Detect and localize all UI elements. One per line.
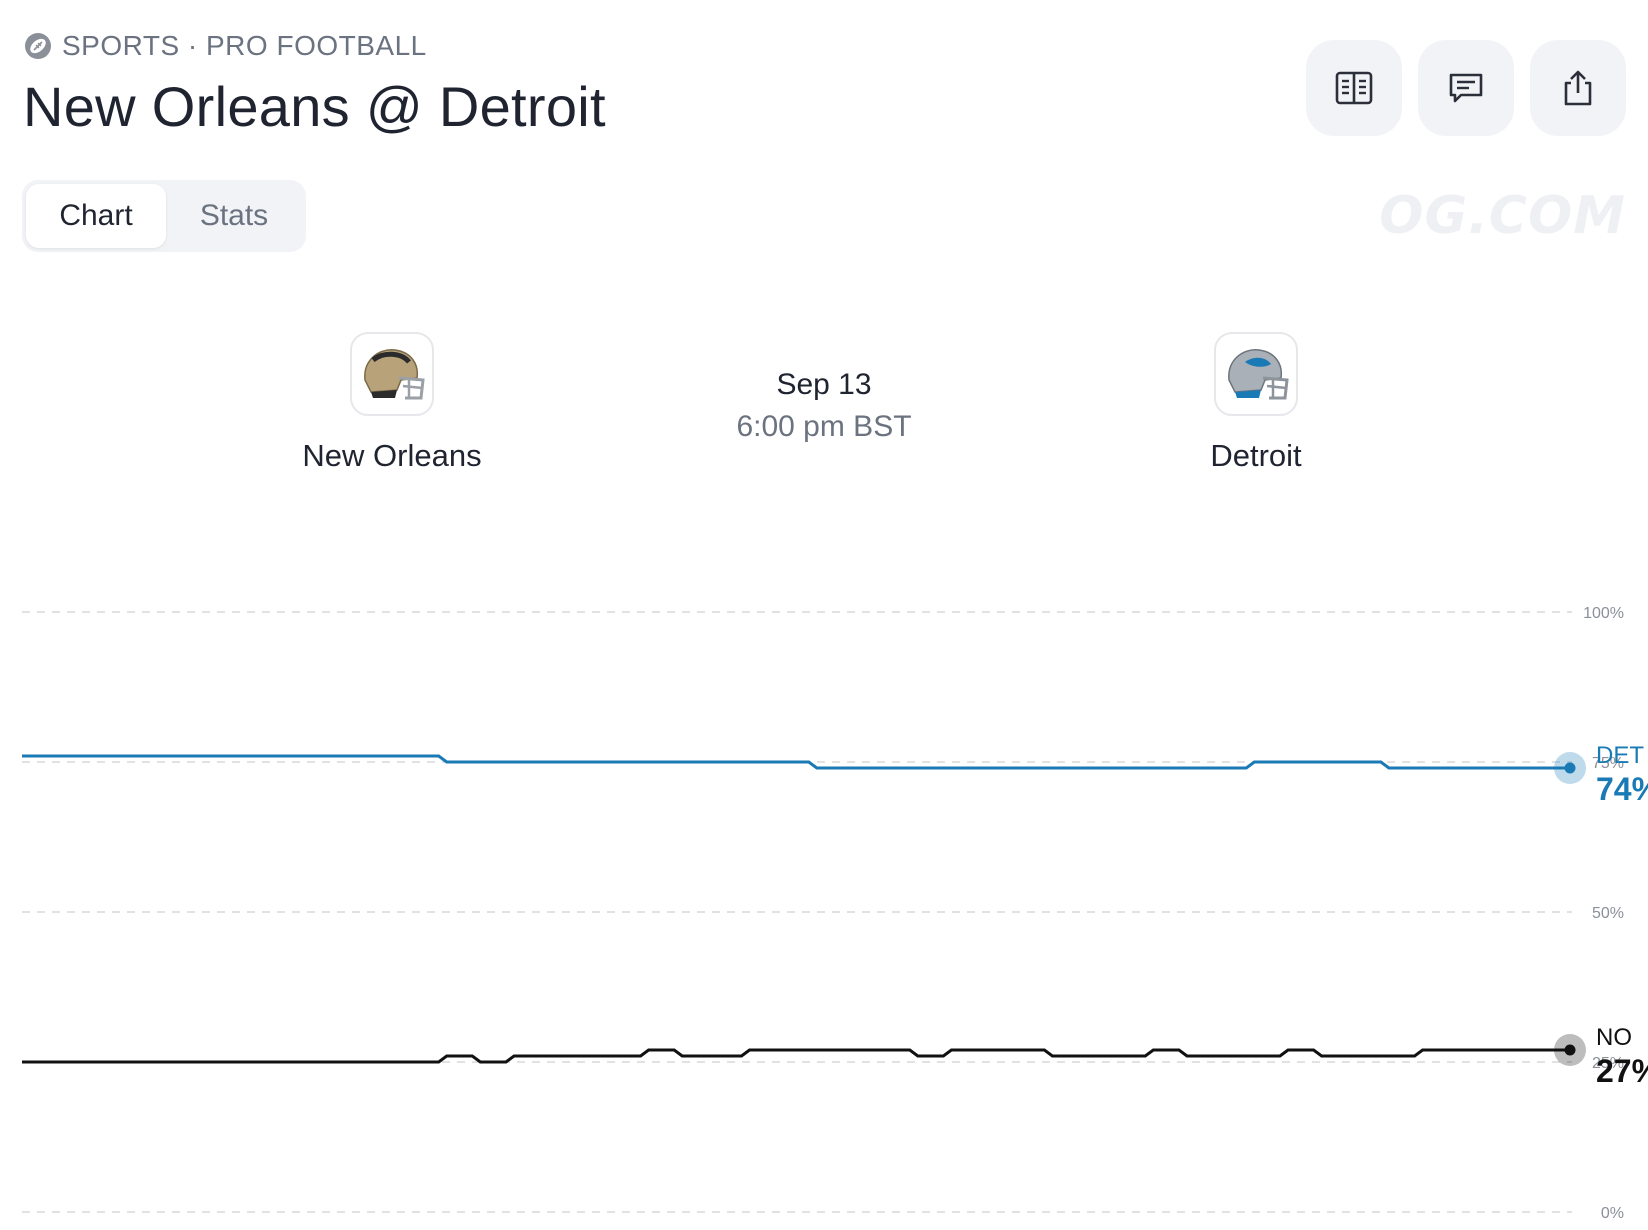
game-datetime: Sep 13 6:00 pm BST bbox=[624, 368, 1024, 444]
category-label: SPORTS · PRO FOOTBALL bbox=[62, 30, 427, 61]
game-time: 6:00 pm BST bbox=[736, 410, 912, 443]
away-team-name: New Orleans bbox=[302, 438, 482, 473]
series-name-label: DET bbox=[1596, 742, 1644, 769]
helmet-icon bbox=[364, 349, 425, 400]
series-endpoint-dot[interactable] bbox=[1564, 762, 1576, 774]
chart-grid bbox=[22, 611, 1572, 1213]
page-title: New Orleans @ Detroit bbox=[23, 75, 606, 138]
game-date: Sep 13 bbox=[776, 368, 872, 401]
share-icon bbox=[1564, 70, 1592, 106]
y-tick-label: 25% bbox=[1592, 1055, 1624, 1072]
category-breadcrumb[interactable]: SPORTS · PRO FOOTBALL bbox=[24, 30, 427, 62]
series-endpoint-dot[interactable] bbox=[1564, 1044, 1576, 1056]
y-tick-label: 0% bbox=[1601, 1205, 1624, 1222]
series-value-label: 74% bbox=[1596, 771, 1648, 807]
comment-icon bbox=[1449, 73, 1483, 103]
tab-stats[interactable]: Stats bbox=[199, 199, 269, 232]
series-line-det bbox=[22, 754, 1570, 770]
brand-watermark: OG.COM bbox=[1379, 186, 1626, 246]
view-tabs: Chart Stats bbox=[22, 180, 306, 252]
book-icon bbox=[1335, 71, 1373, 105]
rules-button[interactable] bbox=[1306, 40, 1402, 136]
home-team-name: Detroit bbox=[1210, 438, 1302, 473]
series-value-label: 27% bbox=[1596, 1053, 1648, 1089]
header-actions bbox=[1306, 40, 1626, 136]
away-team[interactable]: New Orleans bbox=[242, 332, 542, 474]
helmet-icon bbox=[1228, 349, 1289, 400]
chart-series bbox=[22, 752, 1586, 1066]
home-team[interactable]: Detroit bbox=[1106, 332, 1406, 474]
y-tick-label: 100% bbox=[1583, 605, 1624, 622]
share-button[interactable] bbox=[1530, 40, 1626, 136]
y-tick-label: 50% bbox=[1592, 905, 1624, 922]
series-name-label: NO bbox=[1596, 1024, 1632, 1051]
y-tick-label: 75% bbox=[1592, 755, 1624, 772]
home-helmet-badge bbox=[1214, 332, 1298, 416]
away-helmet-badge bbox=[350, 332, 434, 416]
football-icon bbox=[25, 33, 51, 59]
comments-button[interactable] bbox=[1418, 40, 1514, 136]
series-line-no bbox=[22, 1048, 1570, 1064]
tab-chart[interactable]: Chart bbox=[26, 184, 166, 248]
